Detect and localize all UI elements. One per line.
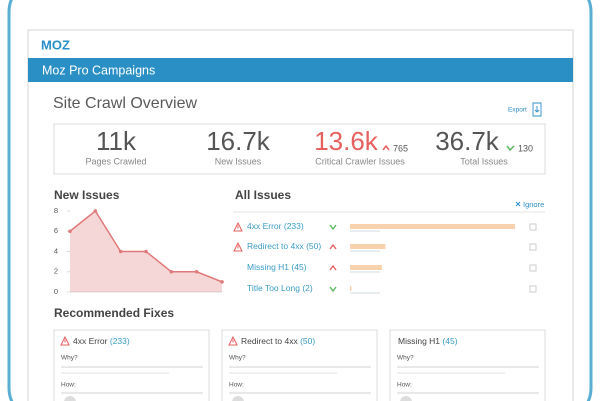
how-label: How: xyxy=(61,382,76,389)
issue-count: (45) xyxy=(291,262,306,272)
warning-icon xyxy=(233,241,243,252)
fix-card xyxy=(389,329,546,401)
stats-box xyxy=(53,123,546,175)
avatar xyxy=(400,396,412,401)
chart-title: New Issues xyxy=(54,188,120,202)
issue-link[interactable]: Missing H1 (45) xyxy=(247,262,307,272)
point xyxy=(93,209,98,213)
nav-title[interactable]: Moz Pro Campaigns xyxy=(42,63,155,77)
export-icon[interactable] xyxy=(532,102,542,117)
y-tick-label: 2 xyxy=(54,267,58,276)
issue-bar xyxy=(350,265,382,270)
warning-icon xyxy=(228,335,238,346)
fix-name: Missing H1 xyxy=(398,336,440,346)
point xyxy=(68,229,72,234)
logo[interactable]: MOZ xyxy=(41,37,70,52)
ignore-icon[interactable] xyxy=(515,201,521,207)
point xyxy=(144,249,148,254)
fix-title: 4xx Error (233) xyxy=(73,336,130,346)
issue-bar-track xyxy=(350,230,380,232)
stat-value: 16.7k xyxy=(206,126,271,156)
section-title: Recommended Fixes xyxy=(54,306,174,320)
fix-card xyxy=(221,329,378,401)
issue-bar xyxy=(350,286,352,291)
fix-count: (50) xyxy=(300,336,315,346)
up-arrow xyxy=(382,144,390,151)
issue-link[interactable]: 4xx Error (233) xyxy=(247,221,304,231)
why-label: Why? xyxy=(229,355,246,362)
point xyxy=(169,269,174,274)
page-title: Site Crawl Overview xyxy=(53,95,197,112)
how-label: How: xyxy=(229,382,244,389)
issue-link[interactable]: Redirect to 4xx (50) xyxy=(247,241,321,251)
fix-name: Redirect to 4xx xyxy=(241,336,298,346)
fix-card xyxy=(53,329,210,401)
stat-change: 130 xyxy=(518,143,533,153)
ignore-button[interactable]: Ignore xyxy=(523,200,544,209)
down-arrow xyxy=(329,286,337,293)
issue-name: Missing H1 xyxy=(247,262,289,272)
stat-value: 36.7k xyxy=(435,126,500,156)
y-tick-label: 4 xyxy=(54,246,58,255)
checkbox[interactable] xyxy=(529,264,537,272)
fix-count: (233) xyxy=(110,336,130,346)
issue-count: (233) xyxy=(284,221,304,231)
stat-label: Total Issues xyxy=(460,156,508,166)
issue-name: Title Too Long xyxy=(247,283,300,293)
issue-bar-track xyxy=(350,292,380,294)
checkbox[interactable] xyxy=(529,223,537,231)
section-title: All Issues xyxy=(235,188,291,202)
fix-count: (45) xyxy=(442,336,457,346)
issue-count: (2) xyxy=(302,283,313,293)
fix-title: Missing H1 (45) xyxy=(398,336,458,346)
warning-icon xyxy=(233,221,243,232)
down-arrow xyxy=(506,145,515,152)
y-tick-label: 6 xyxy=(54,226,58,235)
warning-icon xyxy=(60,335,70,346)
stat-label: Critical Crawler Issues xyxy=(315,156,405,166)
up-arrow xyxy=(329,243,337,250)
fix-name: 4xx Error xyxy=(73,336,108,346)
issue-link[interactable]: Title Too Long (2) xyxy=(247,283,313,293)
stat-value: 11k xyxy=(96,126,137,156)
stat-label: New Issues xyxy=(215,156,262,166)
point xyxy=(220,280,224,284)
issue-name: 4xx Error xyxy=(247,221,282,231)
point xyxy=(194,269,199,274)
issue-bar xyxy=(350,224,515,229)
avatar xyxy=(232,396,244,401)
issue-name: Redirect to 4xx xyxy=(247,241,304,251)
down-arrow xyxy=(329,224,337,231)
checkbox[interactable] xyxy=(529,243,537,251)
point xyxy=(118,249,123,254)
export-link[interactable]: Export xyxy=(508,107,527,114)
y-tick-label: 0 xyxy=(54,287,58,296)
stat-value: 13.6k xyxy=(314,126,379,156)
avatar xyxy=(64,396,76,401)
issue-bar-track xyxy=(350,250,380,252)
stat-change: 765 xyxy=(393,143,408,153)
y-tick-label: 8 xyxy=(54,206,58,215)
stat-label: Pages Crawled xyxy=(85,156,146,166)
checkbox[interactable] xyxy=(529,285,537,293)
how-label: How: xyxy=(397,382,412,389)
why-label: Why? xyxy=(397,355,414,362)
issue-bar xyxy=(350,244,386,249)
fix-title: Redirect to 4xx (50) xyxy=(241,336,315,346)
issue-count: (50) xyxy=(306,241,321,251)
why-label: Why? xyxy=(61,355,78,362)
issue-bar-track xyxy=(350,271,380,273)
nav-bar xyxy=(28,58,573,82)
up-arrow xyxy=(329,264,337,271)
